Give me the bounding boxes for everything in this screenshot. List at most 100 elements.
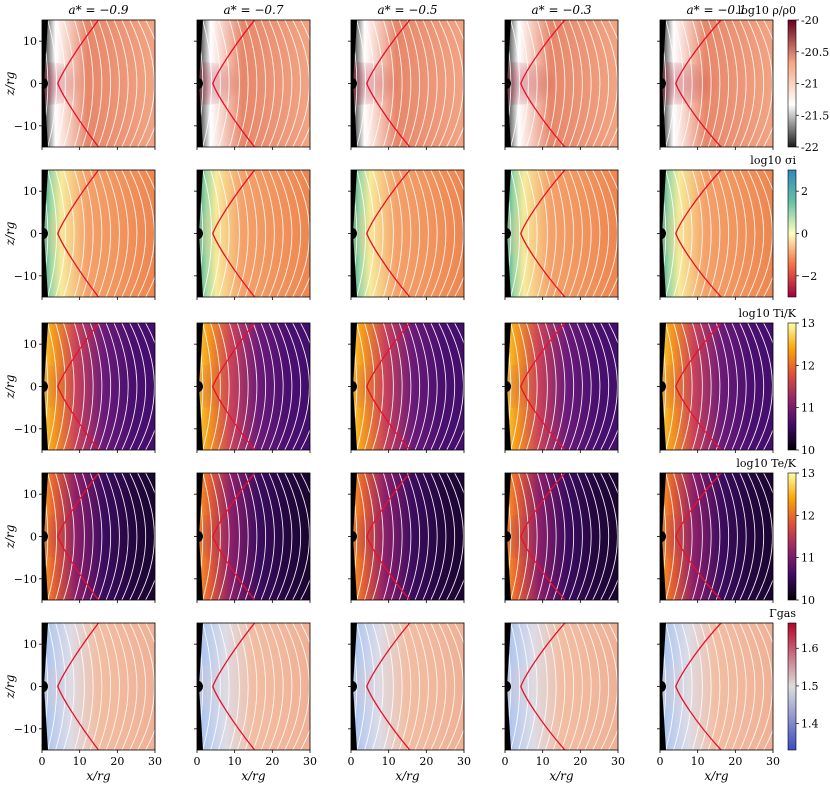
field-line: [63, 623, 75, 750]
field-line: [105, 170, 120, 297]
y-axis-label: z/rg: [3, 71, 17, 96]
field-line: [536, 170, 548, 297]
ytick-label: −10: [14, 120, 37, 133]
field-line: [536, 323, 548, 450]
field-line: [218, 20, 230, 147]
field-lines: [505, 473, 618, 600]
black-hole: [505, 227, 511, 240]
axis-wedge: [42, 473, 48, 600]
field-line: [755, 323, 773, 450]
field-line: [55, 623, 66, 750]
panel-r0-c2: [348, 19, 465, 150]
field-line: [105, 473, 120, 600]
field-line: [608, 20, 618, 147]
field-line: [526, 20, 538, 147]
colorbar-gradient: [787, 19, 797, 148]
field-line: [129, 623, 147, 750]
field-line: [446, 623, 464, 750]
contour-line: [57, 170, 100, 297]
field-line: [600, 323, 618, 450]
field-line: [202, 20, 213, 147]
field-line: [300, 170, 310, 297]
field-line: [552, 473, 566, 600]
colorbar-gradient: [787, 169, 797, 298]
field-line: [665, 20, 676, 147]
colorbar-title: log10 Te/K: [736, 457, 796, 470]
field-line: [382, 170, 394, 297]
xtick-label: 0: [39, 755, 46, 768]
field-line: [592, 323, 610, 450]
colorbar-tick-label: 1.4: [801, 718, 819, 731]
axis-wedge: [42, 20, 48, 147]
field-line: [252, 473, 267, 600]
panel-title: a* = −0.1: [687, 3, 747, 17]
colorbar-r2: log10 Ti/K 13 12 11 10: [739, 307, 815, 457]
axis-wedge: [660, 623, 666, 750]
axis-wedge: [505, 170, 511, 297]
field-line: [63, 473, 75, 600]
colorbar-tick-label: -21: [801, 78, 819, 91]
field-line: [584, 170, 601, 297]
field-line: [382, 623, 394, 750]
field-line: [544, 323, 557, 450]
panel-r4-c1: 0 10 20 30 x/rg: [194, 622, 317, 783]
field-line: [510, 20, 521, 147]
axis-wedge: [660, 473, 666, 600]
field-line: [673, 323, 684, 450]
colorbar-tick-label: -22: [801, 141, 819, 154]
field-line: [568, 473, 583, 600]
colorbar-tick-label: 12: [801, 359, 815, 372]
field-line: [390, 623, 403, 750]
field-line: [723, 170, 738, 297]
black-hole: [42, 380, 48, 393]
field-line: [300, 323, 310, 450]
panel-r0-c3: [502, 19, 619, 150]
field-line: [73, 20, 85, 147]
field-line: [592, 20, 610, 147]
field-line: [137, 20, 155, 147]
black-hole: [660, 530, 666, 543]
field-line: [81, 20, 94, 147]
field-line: [715, 170, 730, 297]
black-hole: [351, 380, 357, 393]
field-line: [113, 623, 129, 750]
field-line: [438, 323, 456, 450]
colorbar-gradient: [787, 472, 797, 601]
field-line: [763, 170, 773, 297]
field-line: [438, 623, 456, 750]
field-line: [121, 323, 138, 450]
colorbar-tick-label: -20.5: [801, 46, 829, 59]
field-line: [454, 323, 464, 450]
ytick-label: 0: [30, 381, 37, 394]
xtick-label: 30: [766, 755, 780, 768]
field-line: [430, 623, 447, 750]
xtick-label: 20: [419, 755, 433, 768]
field-line: [608, 323, 618, 450]
panel-r2-c4: [657, 322, 774, 453]
disk-midplane: [351, 364, 414, 409]
field-line: [707, 20, 721, 147]
field-line: [665, 323, 676, 450]
field-line: [300, 473, 310, 600]
field-line: [390, 323, 403, 450]
contour-line: [366, 623, 411, 750]
field-line: [81, 170, 94, 297]
field-line: [681, 170, 693, 297]
disk-midplane: [42, 664, 93, 709]
contour-line: [520, 473, 566, 600]
black-hole: [197, 380, 203, 393]
y-axis-label: z/rg: [3, 674, 17, 699]
field-line: [218, 170, 230, 297]
field-line: [414, 473, 429, 600]
field-line: [430, 473, 447, 600]
field-line: [382, 20, 394, 147]
field-line: [55, 323, 66, 450]
field-line: [699, 20, 712, 147]
contour-line: [520, 623, 566, 750]
panel-r2-c3: [502, 322, 619, 453]
contour-line: [57, 473, 100, 600]
field-line: [406, 170, 421, 297]
field-line: [276, 20, 293, 147]
field-line: [510, 170, 521, 297]
field-line: [552, 323, 566, 450]
